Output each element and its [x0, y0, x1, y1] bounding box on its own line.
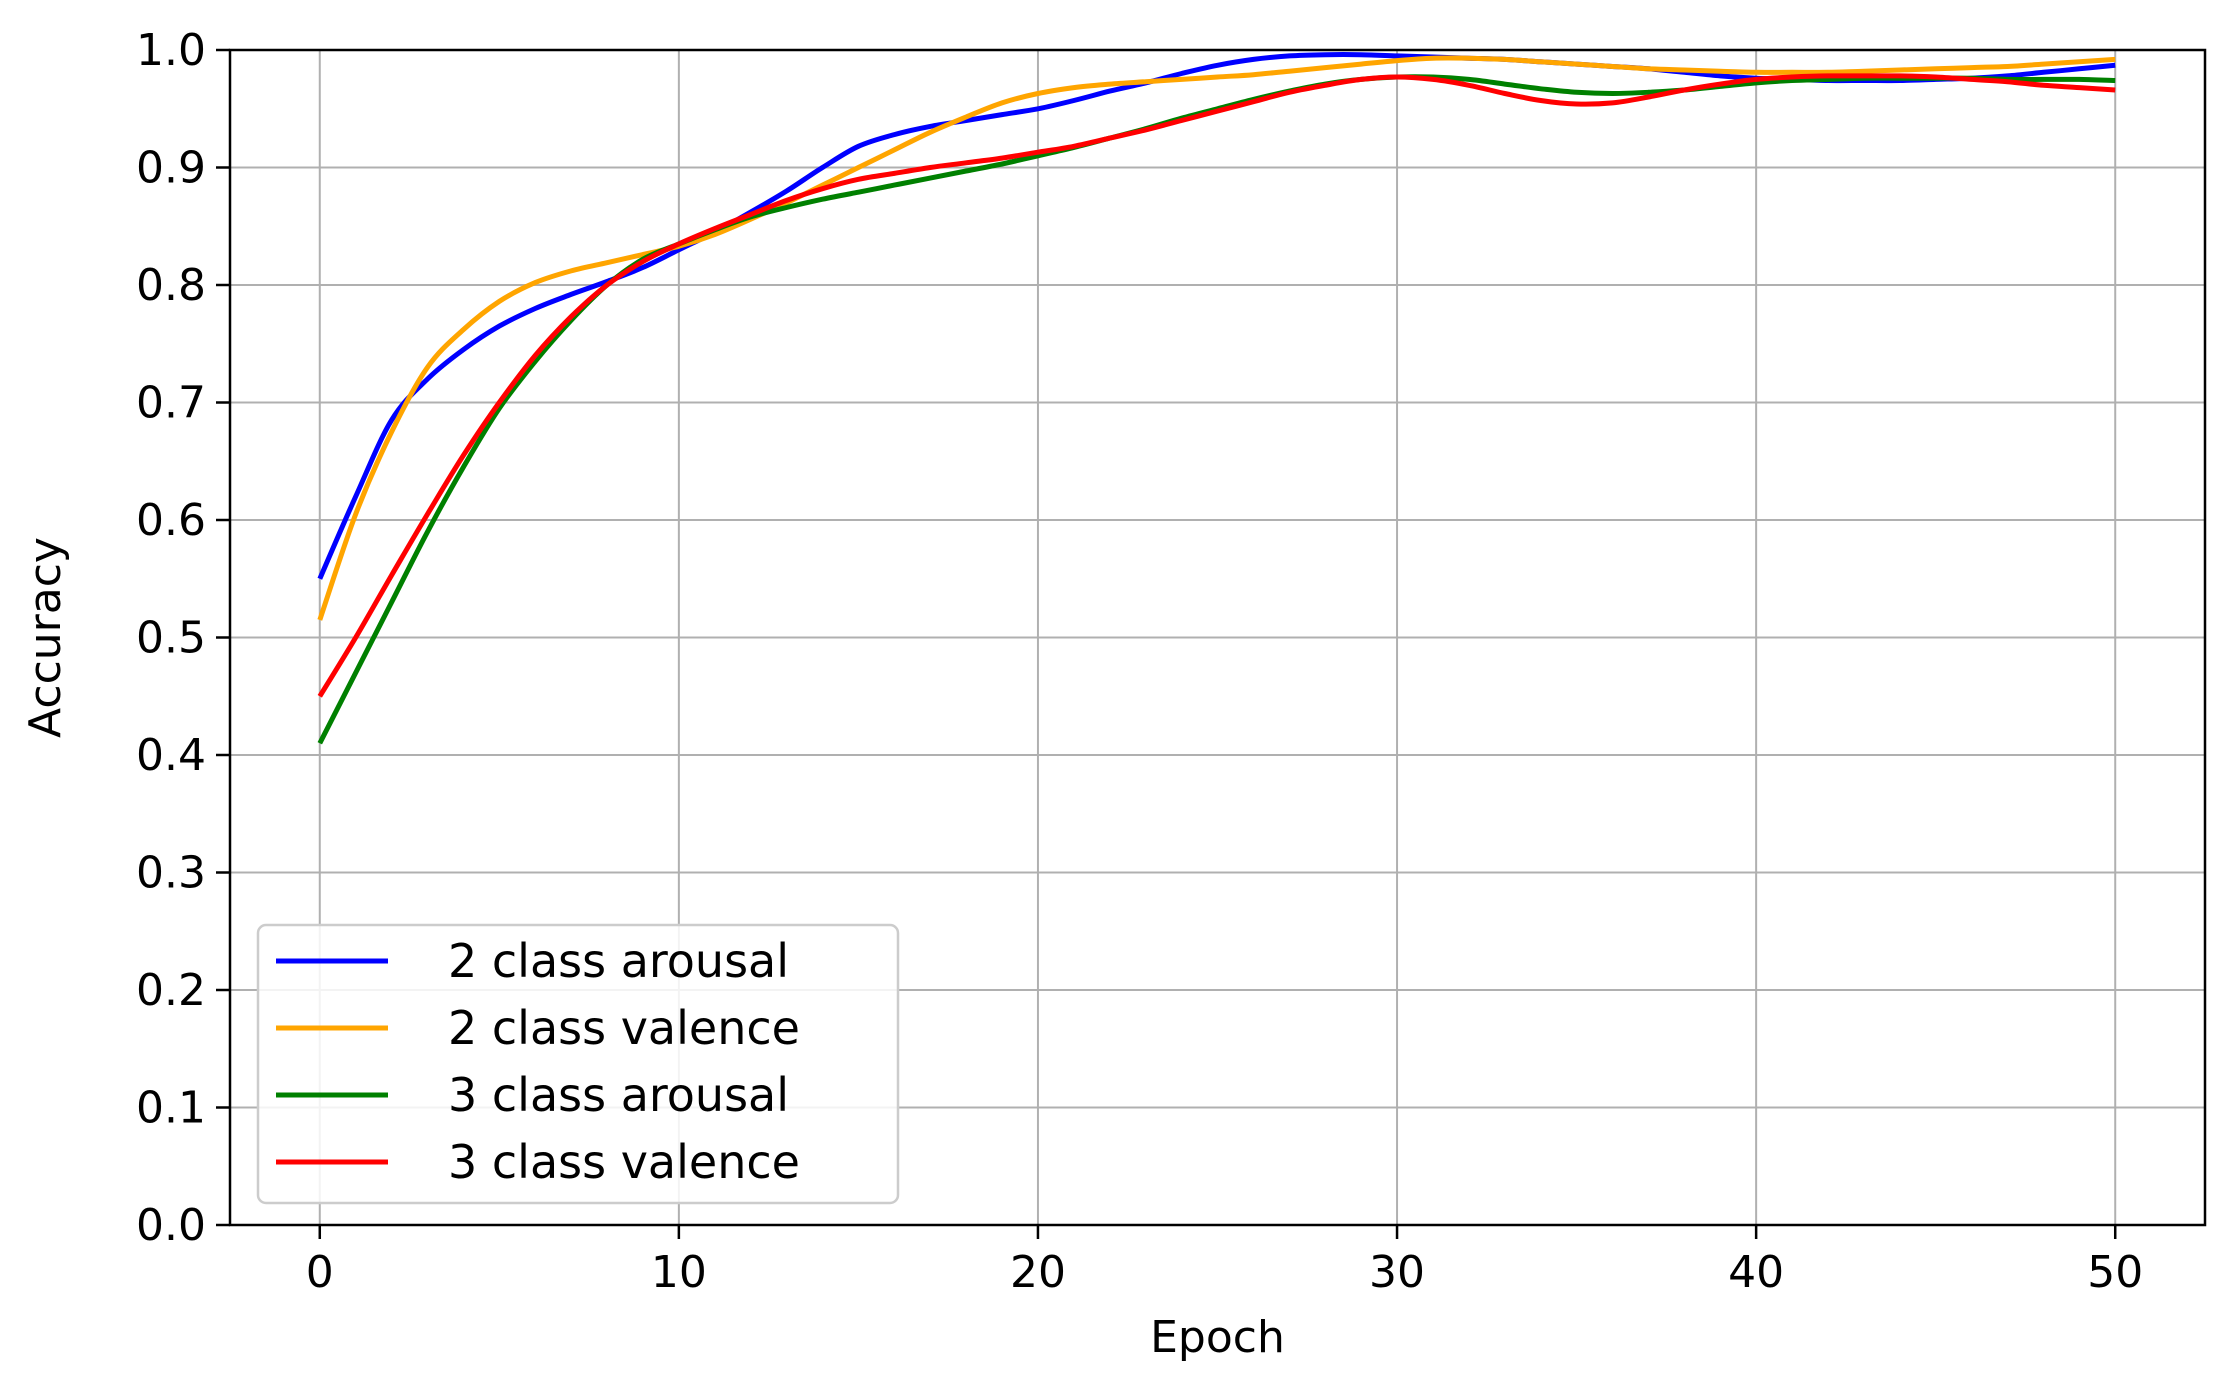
y-tick-label: 0.8 [136, 260, 206, 311]
x-tick-label: 40 [1728, 1247, 1784, 1298]
x-tick-label: 50 [2087, 1247, 2143, 1298]
x-tick-label: 10 [651, 1247, 707, 1298]
y-tick-label: 0.5 [136, 613, 206, 664]
legend-box [256, 923, 900, 1205]
y-tick-label: 0.6 [136, 495, 206, 546]
y-tick-label: 0.3 [136, 848, 206, 899]
y-tick-label: 0.2 [136, 965, 206, 1016]
y-tick-label: 1.0 [136, 25, 206, 76]
series-lines [317, 52, 2116, 745]
x-tick-label: 30 [1369, 1247, 1425, 1298]
legend-entry-label: 2 class valence [448, 1001, 800, 1055]
y-tick-label: 0.9 [136, 143, 206, 194]
legend-entry-label: 2 class arousal [448, 934, 789, 988]
legend-entry-label: 3 class valence [448, 1135, 800, 1189]
axis-ticks: 0 10 20 30 40 50 0.0 0.1 0.2 0.3 0.4 0.5 0.6 0.7 0.8 0.… [136, 25, 2143, 1298]
legend-entry-label: 3 class arousal [448, 1068, 789, 1122]
x-tick-label: 0 [306, 1247, 334, 1298]
y-tick-label: 0.1 [136, 1083, 206, 1134]
y-tick-label: 0.7 [136, 378, 206, 429]
series-line-4 [317, 73, 2116, 698]
series-line-2 [317, 55, 2116, 621]
x-axis-label: Epoch [1150, 1312, 1285, 1363]
legend: 2 class arousal 2 class valence 3 class ar… [256, 923, 900, 1205]
y-tick-label: 0.4 [136, 730, 206, 781]
y-axis-label: Accuracy [20, 537, 71, 738]
x-tick-label: 20 [1010, 1247, 1066, 1298]
y-tick-label: 0.0 [136, 1200, 206, 1251]
